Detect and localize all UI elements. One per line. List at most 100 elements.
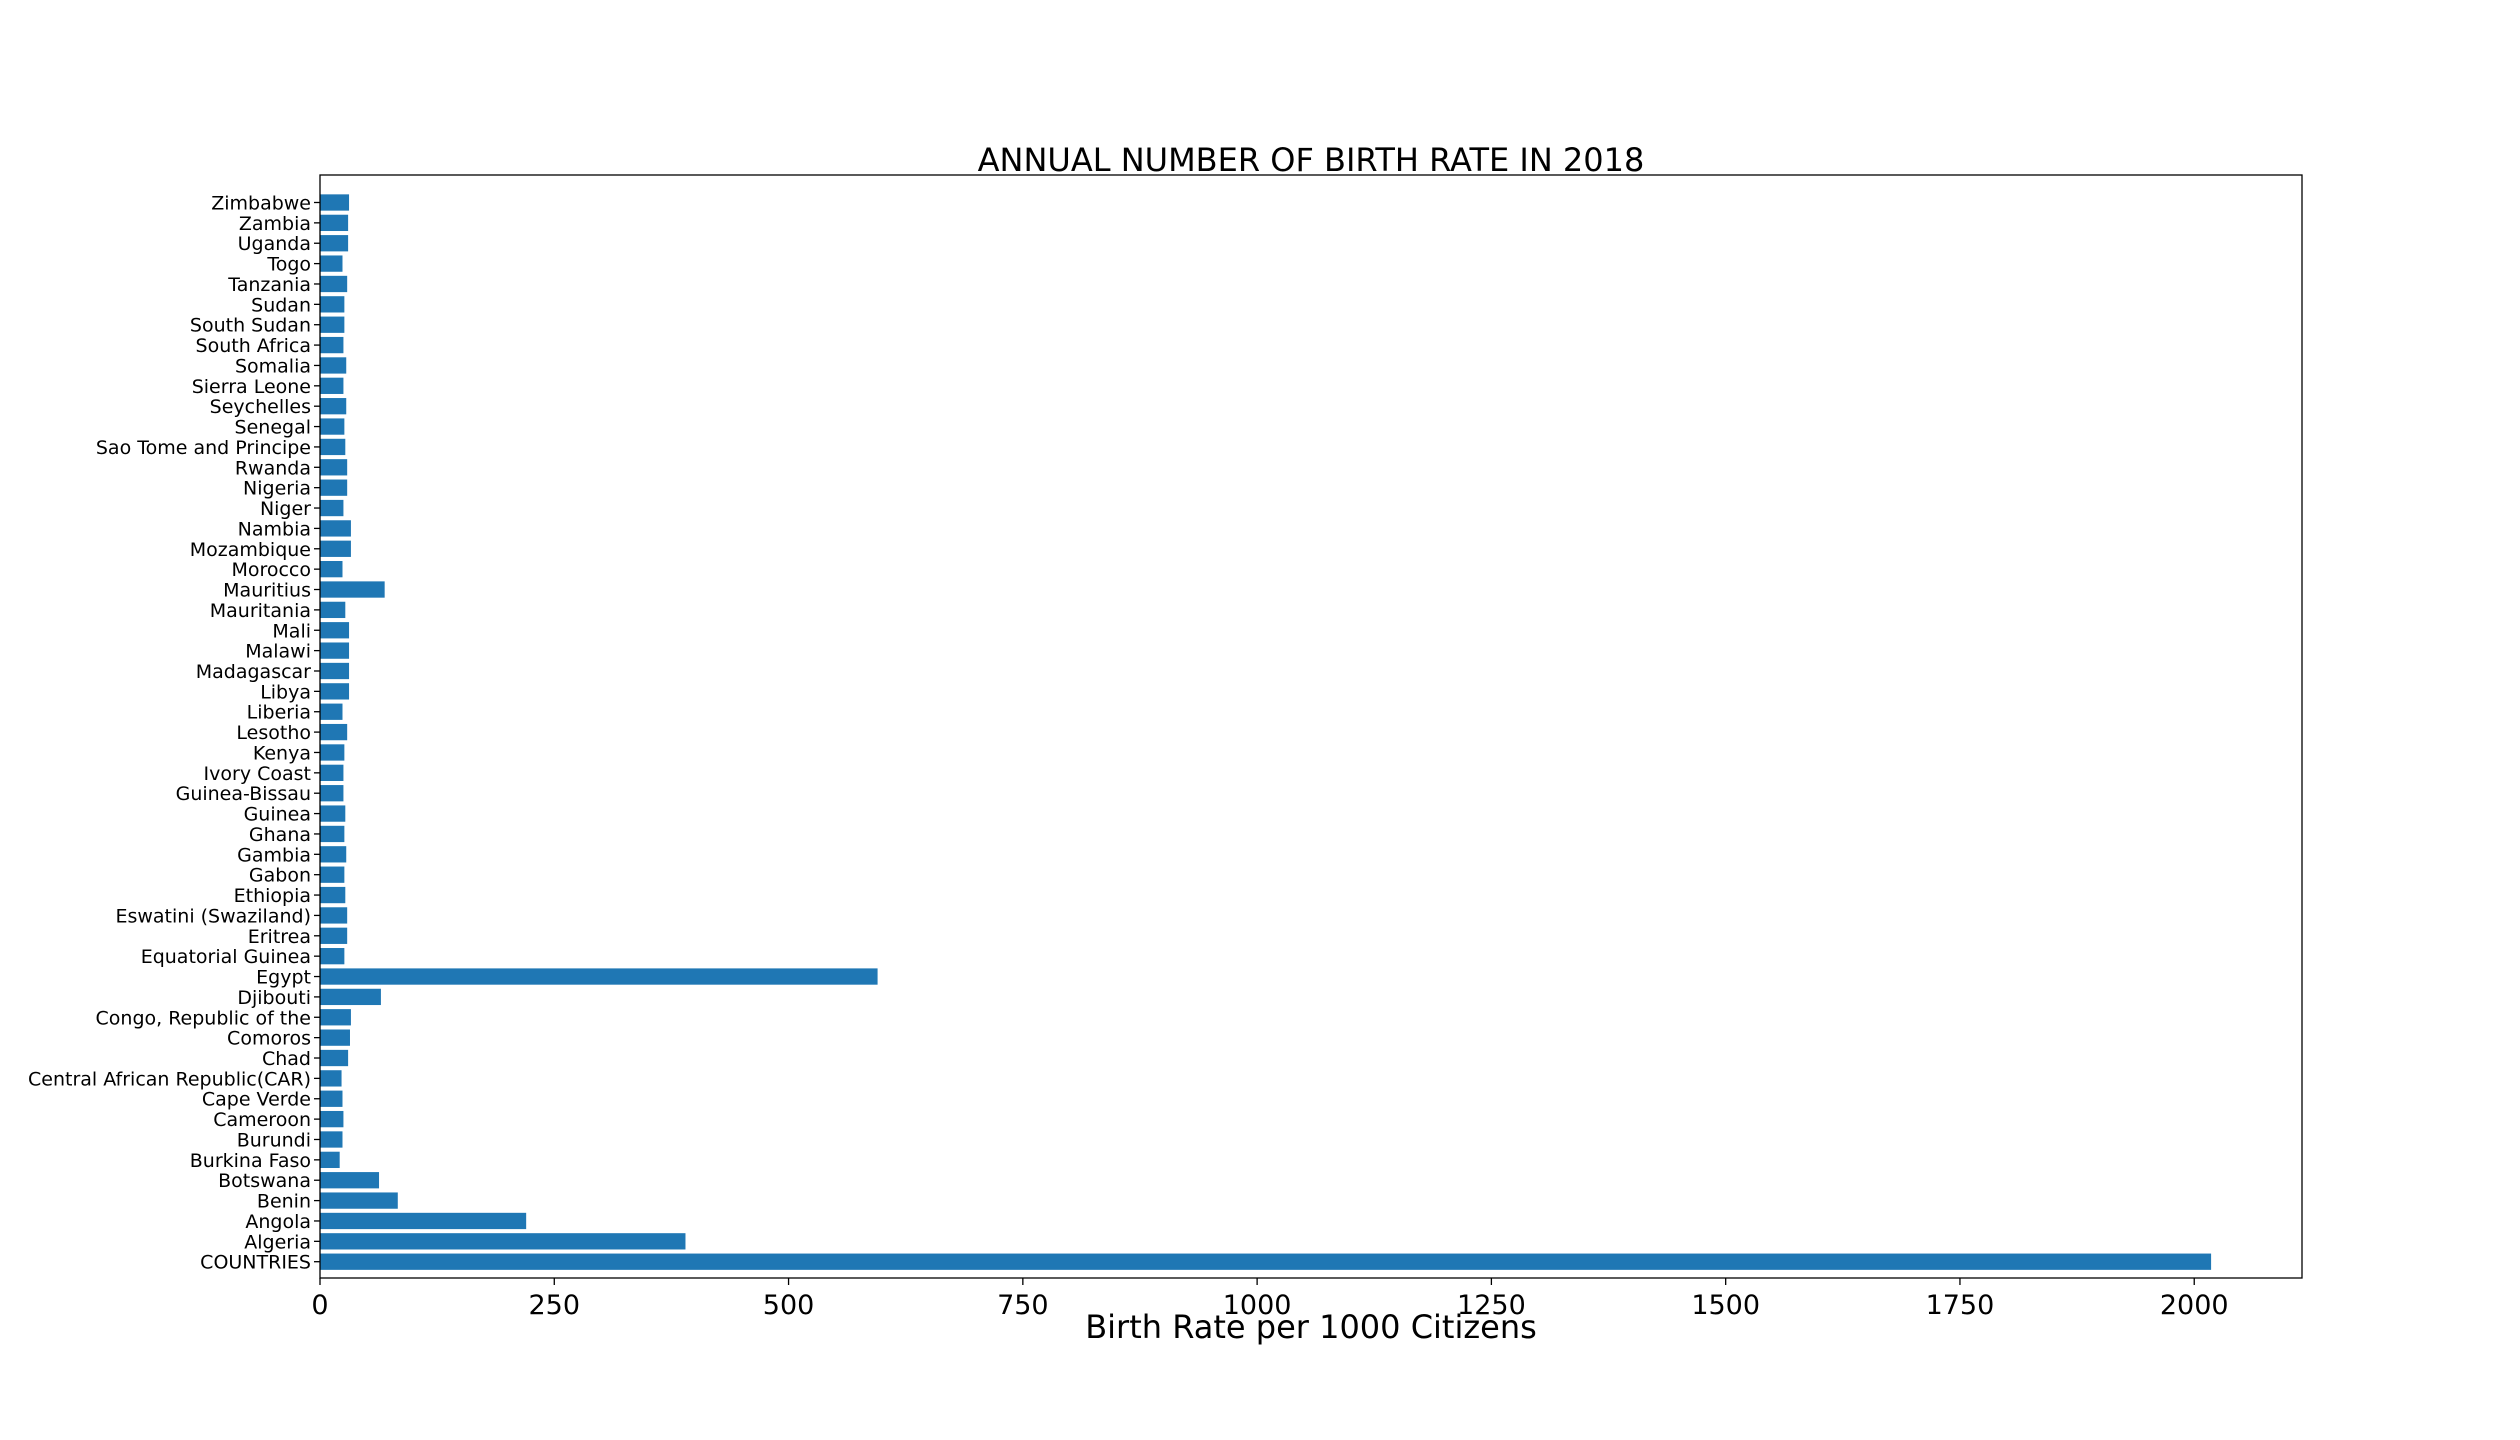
y-tick-label-20: Gambia (237, 844, 311, 866)
y-tick-label-29: Madagascar (196, 661, 311, 683)
y-tick-label-30: Malawi (245, 641, 311, 663)
y-tick-label-12: Congo, Republic of the (96, 1007, 311, 1029)
bar-14 (320, 968, 878, 985)
y-tick-label-14: Egypt (256, 967, 311, 989)
bar-1 (320, 1233, 686, 1250)
y-tick-label-45: South Africa (196, 335, 311, 357)
y-tick-label-5: Burkina Faso (190, 1150, 311, 1172)
chart-title: ANNUAL NUMBER OF BIRTH RATE IN 2018 (978, 141, 1645, 179)
y-tick-label-46: South Sudan (190, 315, 311, 337)
bar-42 (320, 398, 347, 415)
bar-6 (320, 1131, 343, 1148)
y-tick-label-25: Kenya (253, 742, 311, 764)
x-tick-label-4: 1000 (1223, 1290, 1292, 1321)
bar-32 (320, 601, 346, 619)
bar-9 (320, 1070, 342, 1087)
bar-2 (320, 1212, 527, 1230)
bar-31 (320, 622, 350, 639)
bar-26 (320, 723, 348, 741)
y-tick-label-23: Guinea-Bissau (176, 783, 311, 805)
bar-18 (320, 886, 346, 904)
bar-46 (320, 316, 345, 333)
y-tick-label-18: Ethiopia (234, 885, 311, 907)
bar-17 (320, 907, 348, 924)
y-tick-label-22: Guinea (244, 804, 311, 826)
y-tick-label-0: COUNTRIES (200, 1252, 311, 1274)
bar-45 (320, 336, 344, 354)
y-tick-label-49: Togo (266, 254, 311, 276)
bar-51 (320, 214, 349, 232)
y-tick-label-47: Sudan (251, 294, 311, 316)
y-tick-label-42: Seychelles (210, 396, 311, 418)
y-tick-label-9: Central African Republic(CAR) (28, 1068, 311, 1090)
y-tick-label-21: Ghana (249, 824, 311, 846)
x-tick-label-1: 250 (529, 1290, 581, 1321)
y-tick-label-48: Tanzania (227, 274, 311, 296)
bar-33 (320, 581, 385, 598)
bar-29 (320, 662, 350, 680)
bar-22 (320, 805, 346, 822)
y-tick-label-41: Senegal (235, 417, 311, 439)
x-tick-label-3: 750 (997, 1290, 1049, 1321)
bar-40 (320, 438, 346, 456)
bar-23 (320, 785, 344, 802)
y-tick-label-32: Mauritania (210, 600, 311, 622)
y-tick-label-38: Nigeria (243, 478, 311, 500)
x-tick-label-5: 1250 (1457, 1290, 1526, 1321)
bar-36 (320, 520, 351, 537)
bar-24 (320, 764, 344, 781)
y-tick-label-39: Rwanda (235, 457, 311, 479)
bar-38 (320, 479, 348, 496)
x-tick-label-6: 1500 (1691, 1290, 1760, 1321)
bar-44 (320, 357, 347, 374)
bar-4 (320, 1172, 380, 1189)
y-tick-label-44: Somalia (235, 355, 311, 377)
bar-47 (320, 296, 345, 313)
bar-8 (320, 1090, 343, 1107)
y-tick-label-3: Benin (257, 1191, 311, 1213)
bar-41 (320, 418, 345, 435)
bar-25 (320, 744, 345, 761)
y-tick-label-36: Nambia (238, 518, 311, 540)
bars (320, 194, 2212, 1270)
y-tick-label-43: Sierra Leone (192, 376, 311, 398)
bar-20 (320, 846, 347, 863)
bar-50 (320, 235, 349, 252)
bar-16 (320, 927, 348, 944)
x-tick-label-7: 1750 (1926, 1290, 1995, 1321)
y-tick-label-1: Algeria (244, 1231, 311, 1253)
y-tick-label-17: Eswatini (Swaziland) (115, 905, 311, 927)
plot-frame (319, 174, 2303, 1279)
y-tick-label-4: Botswana (218, 1170, 311, 1192)
x-tick-label-8: 2000 (2160, 1290, 2229, 1321)
bar-35 (320, 540, 351, 557)
bar-7 (320, 1110, 344, 1128)
bar-19 (320, 866, 345, 883)
bar-43 (320, 377, 344, 394)
bar-37 (320, 499, 344, 517)
y-tick-label-11: Comoros (227, 1028, 311, 1050)
bar-13 (320, 988, 381, 1006)
y-tick-label-35: Mozambique (190, 539, 311, 561)
y-tick-label-8: Cape Verde (202, 1089, 311, 1111)
bar-21 (320, 825, 345, 843)
y-tick-label-7: Cameroon (213, 1109, 311, 1131)
bar-52 (320, 194, 350, 211)
y-tick-label-2: Angola (245, 1211, 311, 1233)
y-axis-labels: COUNTRIESAlgeriaAngolaBeninBotswanaBurki… (28, 192, 320, 1274)
y-tick-label-40: Sao Tome and Principe (96, 437, 311, 459)
y-tick-label-27: Liberia (247, 702, 311, 724)
bar-15 (320, 948, 345, 965)
x-tick-label-2: 500 (763, 1290, 815, 1321)
bar-0 (320, 1253, 2212, 1270)
x-axis-label: Birth Rate per 1000 Citizens (1085, 1308, 1537, 1346)
y-tick-label-26: Lesotho (236, 722, 311, 744)
bar-48 (320, 275, 348, 293)
bar-27 (320, 703, 343, 720)
y-tick-label-10: Chad (262, 1048, 311, 1070)
bar-34 (320, 560, 343, 578)
y-tick-label-28: Libya (260, 681, 311, 703)
x-tick-label-0: 0 (311, 1290, 328, 1321)
